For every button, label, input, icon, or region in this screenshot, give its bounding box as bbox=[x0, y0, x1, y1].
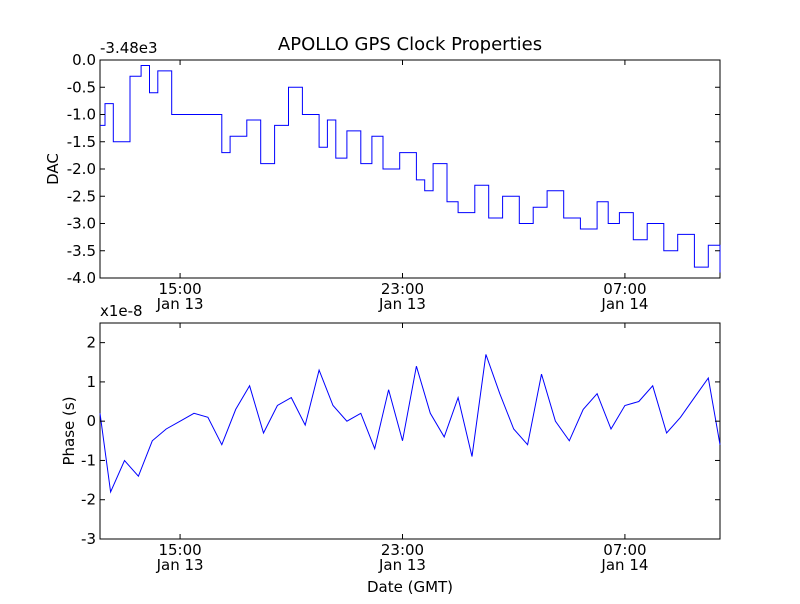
dac-x-tick-date-label: Jan 13 bbox=[378, 295, 426, 313]
dac-y-tick-label: -4.0 bbox=[67, 269, 96, 287]
dac-x-tick-date-label: Jan 13 bbox=[156, 295, 204, 313]
phase-y-tick-label: 2 bbox=[86, 334, 96, 352]
dac-offset-label: -3.48e3 bbox=[100, 39, 158, 57]
figure-title: APOLLO GPS Clock Properties bbox=[278, 34, 542, 55]
phase-offset-label: x1e-8 bbox=[100, 302, 143, 320]
dac-y-tick-label: 0.0 bbox=[72, 51, 96, 69]
phase-x-tick-date-label: Jan 13 bbox=[156, 556, 204, 574]
phase-y-tick-label: -1 bbox=[81, 451, 96, 469]
phase-plot-area bbox=[99, 322, 721, 540]
dac-plot-area bbox=[99, 59, 721, 279]
phase-y-tick-label: -3 bbox=[81, 530, 96, 548]
dac-x-tick-time-label: 07:00 bbox=[603, 280, 646, 298]
dac-series-line bbox=[100, 65, 721, 273]
dac-x-tick-time-label: 23:00 bbox=[381, 280, 424, 298]
phase-y-tick-label: 0 bbox=[86, 412, 96, 430]
phase-x-tick-time-label: 07:00 bbox=[603, 541, 646, 559]
phase-series-line bbox=[99, 354, 721, 494]
dac-x-tick-date-label: Jan 14 bbox=[600, 295, 648, 313]
dac-y-tick-label: -2.0 bbox=[67, 160, 96, 178]
dac-y-tick-label: -3.0 bbox=[67, 215, 96, 233]
phase-x-tick-time-label: 23:00 bbox=[381, 541, 424, 559]
dac-y-tick-label: -2.5 bbox=[67, 187, 96, 205]
dac-y-tick-label: -1.0 bbox=[67, 106, 96, 124]
x-axis-label: Date (GMT) bbox=[367, 578, 453, 596]
phase-y-axis-label: Phase (s) bbox=[60, 396, 78, 465]
phase-x-tick-time-label: 15:00 bbox=[158, 541, 201, 559]
dac-subplot: -3.48e3 DAC 0.0 -0.5 -1.0 -1.5 -2.0 -2.5 -3.0 -… bbox=[44, 39, 721, 313]
dac-y-tick-label: -1.5 bbox=[67, 133, 96, 151]
phase-y-tick-label: 1 bbox=[86, 373, 96, 391]
dac-x-tick-time-label: 15:00 bbox=[158, 280, 201, 298]
phase-x-tick-date-label: Jan 14 bbox=[600, 556, 648, 574]
phase-y-tick-label: -2 bbox=[81, 491, 96, 509]
dac-y-axis-label: DAC bbox=[44, 153, 62, 185]
phase-x-tick-date-label: Jan 13 bbox=[378, 556, 426, 574]
dac-y-tick-label: -3.5 bbox=[67, 242, 96, 260]
dac-y-tick-label: -0.5 bbox=[67, 78, 96, 96]
